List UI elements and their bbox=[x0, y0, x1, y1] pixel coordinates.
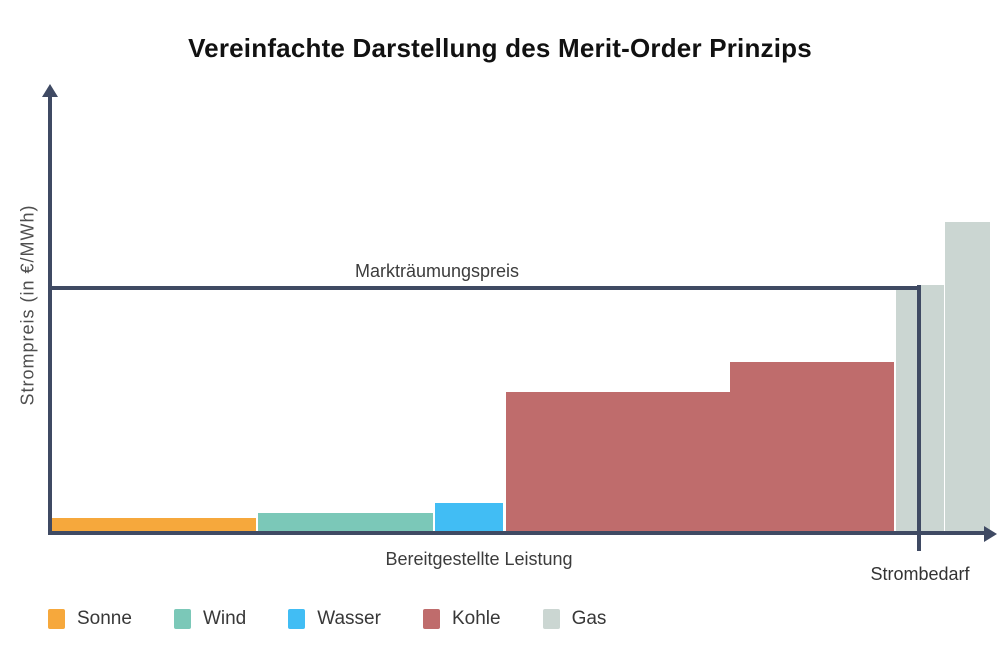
bar-gas bbox=[896, 288, 919, 535]
demand-line bbox=[917, 285, 921, 551]
bar-kohle bbox=[730, 362, 894, 535]
legend-item-wasser: Wasser bbox=[288, 608, 381, 630]
legend-label: Sonne bbox=[77, 608, 132, 629]
legend-item-wind: Wind bbox=[173, 608, 247, 630]
chart-title: Vereinfachte Darstellung des Merit-Order… bbox=[188, 33, 812, 63]
legend-swatch-icon bbox=[422, 609, 440, 629]
demand-label: Strombedarf bbox=[870, 564, 970, 584]
legend: Sonne Wind Wasser Kohle Gas bbox=[48, 608, 606, 630]
legend-label: Wasser bbox=[317, 608, 381, 629]
legend-item-kohle: Kohle bbox=[422, 608, 501, 630]
clearing-price-label: Markträumungspreis bbox=[354, 261, 520, 281]
x-axis-line bbox=[48, 531, 986, 535]
legend-swatch-icon bbox=[288, 609, 306, 629]
legend-label: Kohle bbox=[451, 608, 501, 629]
legend-swatch-icon bbox=[173, 609, 191, 629]
legend-item-gas: Gas bbox=[542, 608, 607, 630]
bar-gas bbox=[945, 222, 990, 535]
y-axis-label: Strompreis (in €/MWh) bbox=[17, 204, 38, 406]
bar-wind bbox=[258, 513, 433, 535]
bar-wasser bbox=[435, 503, 503, 535]
bar-kohle bbox=[506, 392, 730, 535]
legend-item-sonne: Sonne bbox=[48, 608, 132, 630]
y-axis-line bbox=[48, 95, 52, 535]
bar-sonne bbox=[52, 518, 256, 535]
legend-label: Gas bbox=[571, 608, 607, 629]
bar-gas bbox=[921, 285, 944, 535]
x-axis-label: Bereitgestellte Leistung bbox=[385, 549, 573, 569]
y-axis-arrow-icon bbox=[42, 84, 58, 97]
legend-swatch-icon bbox=[542, 609, 560, 629]
legend-swatch-icon bbox=[48, 609, 65, 629]
legend-label: Wind bbox=[202, 608, 247, 629]
clearing-price-line bbox=[50, 286, 919, 290]
x-axis-arrow-icon bbox=[984, 526, 997, 542]
